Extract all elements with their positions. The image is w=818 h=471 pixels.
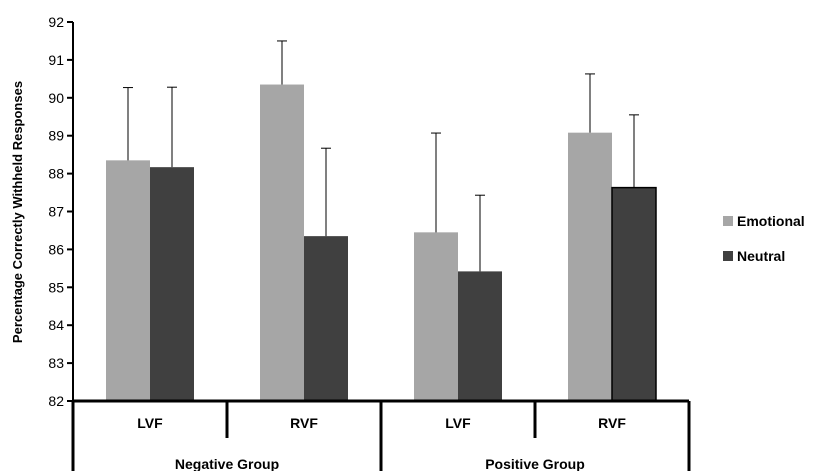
y-axis: 82 83 84 85 86 87 88 89 90 91 92: [48, 14, 74, 409]
y-tick-label: 83: [48, 355, 64, 371]
group-label: Negative Group: [175, 456, 279, 471]
y-tick-label: 90: [48, 90, 64, 106]
legend-swatch-neutral: [723, 251, 733, 261]
y-tick-label: 91: [48, 52, 64, 68]
bar-emotional-4: [568, 132, 612, 401]
legend-label-neutral: Neutral: [737, 248, 785, 264]
y-tick-label: 92: [48, 14, 64, 30]
y-tick-label: 82: [48, 393, 64, 409]
category-label: LVF: [137, 415, 163, 431]
y-tick-label: 84: [48, 317, 64, 333]
y-tick-label: 86: [48, 241, 64, 257]
bar-emotional-1: [106, 160, 150, 401]
bar-emotional-2: [260, 84, 304, 401]
category-label: LVF: [445, 415, 471, 431]
y-tick-label: 88: [48, 166, 64, 182]
legend-label-emotional: Emotional: [737, 213, 805, 229]
bars: [106, 40, 657, 402]
bar-neutral-4: [611, 186, 657, 402]
y-tick-label: 85: [48, 279, 64, 295]
x-axis: LVF RVF LVF RVF Negative Group Positive Group: [71, 399, 691, 471]
bar-emotional-3: [414, 232, 458, 401]
bar-neutral-1: [150, 167, 194, 401]
legend-swatch-emotional: [723, 216, 733, 226]
category-label: RVF: [598, 415, 626, 431]
y-tick-label: 89: [48, 128, 64, 144]
bar-neutral-2: [304, 236, 348, 401]
category-label: RVF: [290, 415, 318, 431]
legend: Emotional Neutral: [723, 213, 805, 264]
group-label: Positive Group: [485, 456, 585, 471]
bar-neutral-3: [458, 271, 502, 401]
y-tick-label: 87: [48, 204, 64, 220]
y-axis-label: Percentage Correctly Withheld Responses: [10, 81, 25, 343]
